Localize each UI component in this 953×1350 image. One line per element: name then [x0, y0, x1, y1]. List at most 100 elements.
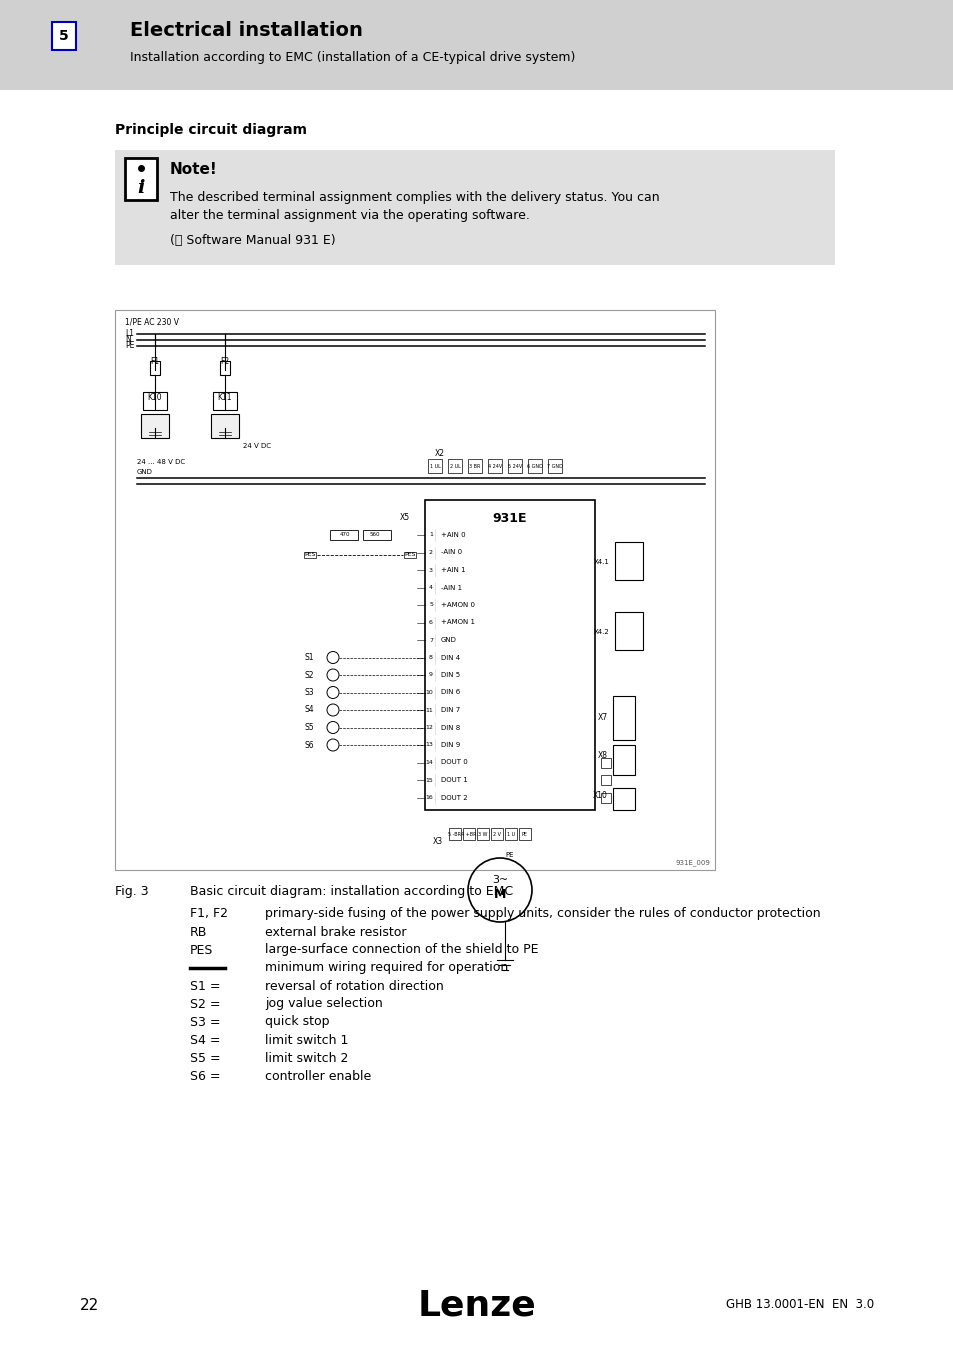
Bar — [600, 757, 610, 768]
Text: DOUT 1: DOUT 1 — [440, 778, 467, 783]
Text: DIN 5: DIN 5 — [440, 672, 459, 678]
Text: PES: PES — [190, 944, 213, 957]
Text: S3: S3 — [305, 688, 314, 697]
Text: Lenze: Lenze — [417, 1288, 536, 1322]
Bar — [613, 788, 635, 810]
Text: 6: 6 — [429, 620, 433, 625]
Text: DIN 4: DIN 4 — [440, 655, 459, 660]
Text: 2 V: 2 V — [493, 832, 500, 837]
Text: 10: 10 — [425, 690, 433, 695]
Text: DIN 9: DIN 9 — [440, 743, 459, 748]
Text: +AIN 0: +AIN 0 — [440, 532, 465, 539]
Text: +AMON 0: +AMON 0 — [440, 602, 475, 608]
Bar — [330, 531, 357, 540]
Text: minimum wiring required for operation: minimum wiring required for operation — [265, 961, 508, 975]
Text: X4.1: X4.1 — [594, 559, 609, 566]
Text: 5: 5 — [429, 602, 433, 608]
Text: X4.2: X4.2 — [594, 629, 609, 634]
Bar — [143, 392, 167, 410]
Text: PE: PE — [521, 832, 527, 837]
Text: Installation according to EMC (installation of a CE-typical drive system): Installation according to EMC (installat… — [130, 51, 575, 65]
Text: -AIN 1: -AIN 1 — [440, 585, 461, 590]
Text: 931E: 931E — [493, 512, 527, 525]
Text: N: N — [125, 336, 131, 344]
Bar — [518, 828, 531, 840]
Text: 931E_009: 931E_009 — [675, 859, 709, 865]
Text: 13: 13 — [425, 743, 433, 748]
Text: X5: X5 — [399, 513, 410, 522]
Text: 3: 3 — [429, 567, 433, 572]
Text: +AIN 1: +AIN 1 — [440, 567, 465, 572]
Text: limit switch 2: limit switch 2 — [265, 1052, 348, 1065]
Text: quick stop: quick stop — [265, 1015, 329, 1029]
Text: X8: X8 — [598, 751, 607, 760]
Text: L1: L1 — [125, 329, 133, 339]
Bar — [428, 459, 441, 472]
Text: 4 +BR: 4 +BR — [460, 832, 476, 837]
Bar — [476, 828, 489, 840]
Text: M: M — [494, 888, 506, 902]
Bar — [615, 541, 642, 580]
Text: 24 ... 48 V DC: 24 ... 48 V DC — [137, 459, 185, 464]
Text: S6 =: S6 = — [190, 1069, 220, 1083]
Text: 3~: 3~ — [492, 875, 508, 886]
Text: large-surface connection of the shield to PE: large-surface connection of the shield t… — [265, 944, 537, 957]
Text: 7: 7 — [429, 637, 433, 643]
Bar — [527, 459, 541, 472]
Bar — [507, 459, 521, 472]
Bar — [141, 414, 169, 437]
Text: S5: S5 — [305, 724, 314, 732]
Text: 1 UL: 1 UL — [429, 463, 440, 468]
Text: DIN 7: DIN 7 — [440, 707, 459, 713]
Text: S2: S2 — [305, 671, 314, 679]
Text: F2: F2 — [220, 358, 230, 366]
Text: PE: PE — [504, 852, 513, 859]
Bar — [0, 0, 953, 90]
Text: 4: 4 — [429, 585, 433, 590]
Bar — [613, 745, 635, 775]
Text: DIN 6: DIN 6 — [440, 690, 459, 695]
Text: 12: 12 — [425, 725, 433, 730]
Text: PES: PES — [304, 552, 315, 558]
Text: i: i — [137, 180, 145, 197]
Bar — [468, 459, 481, 472]
Bar — [424, 500, 595, 810]
Text: 1/PE AC 230 V: 1/PE AC 230 V — [125, 317, 179, 327]
Text: X7: X7 — [598, 714, 607, 722]
Bar — [488, 459, 501, 472]
Text: 8: 8 — [429, 655, 433, 660]
Text: +AMON 1: +AMON 1 — [440, 620, 475, 625]
Text: -AIN 0: -AIN 0 — [440, 549, 461, 555]
Text: 22: 22 — [80, 1297, 99, 1312]
Text: PES: PES — [404, 552, 416, 558]
Text: DOUT 2: DOUT 2 — [440, 795, 467, 801]
Text: S2 =: S2 = — [190, 998, 220, 1011]
Text: 16: 16 — [425, 795, 433, 801]
Text: DOUT 0: DOUT 0 — [440, 760, 467, 765]
Text: S6: S6 — [305, 741, 314, 749]
Bar — [600, 792, 610, 802]
Text: 3 W: 3 W — [477, 832, 487, 837]
Text: S4: S4 — [305, 706, 314, 714]
Text: controller enable: controller enable — [265, 1069, 371, 1083]
Text: 6 GND: 6 GND — [526, 463, 542, 468]
Text: X3: X3 — [433, 837, 442, 846]
Text: S1: S1 — [305, 653, 314, 662]
Text: Fig. 3: Fig. 3 — [115, 886, 149, 899]
Text: 5 -BR: 5 -BR — [448, 832, 461, 837]
Text: S1 =: S1 = — [190, 980, 220, 992]
Text: (⌹ Software Manual 931 E): (⌹ Software Manual 931 E) — [170, 234, 335, 247]
Text: 15: 15 — [425, 778, 433, 783]
Bar — [115, 150, 834, 265]
Text: external brake resistor: external brake resistor — [265, 926, 406, 938]
Text: 3 BR: 3 BR — [469, 463, 480, 468]
Text: GHB 13.0001-EN  EN  3.0: GHB 13.0001-EN EN 3.0 — [725, 1299, 873, 1311]
Text: K11: K11 — [217, 393, 232, 402]
Text: X10: X10 — [593, 791, 607, 799]
Text: reversal of rotation direction: reversal of rotation direction — [265, 980, 443, 992]
Text: 560: 560 — [370, 532, 380, 537]
Text: F1, F2: F1, F2 — [190, 907, 228, 921]
Bar — [150, 360, 160, 375]
Bar — [462, 828, 475, 840]
Text: limit switch 1: limit switch 1 — [265, 1034, 348, 1046]
